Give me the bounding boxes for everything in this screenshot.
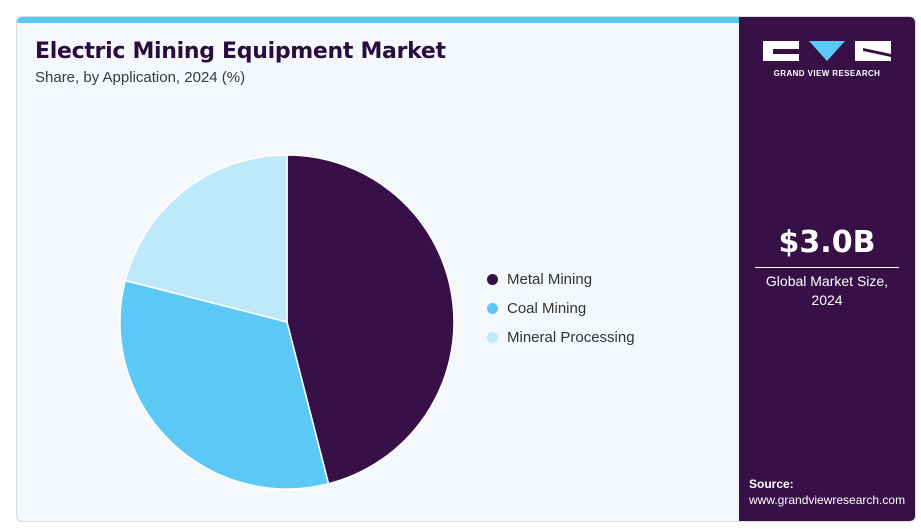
kpi-label: Global Market Size, 2024 bbox=[739, 272, 915, 310]
legend-item-mineral-processing: Mineral Processing bbox=[487, 323, 635, 352]
chart-title: Electric Mining Equipment Market bbox=[35, 39, 446, 64]
legend-label-mineral-processing: Mineral Processing bbox=[507, 329, 635, 346]
gvr-logo-icon bbox=[763, 41, 891, 61]
pie-chart bbox=[119, 154, 455, 490]
kpi-divider bbox=[755, 267, 899, 268]
side-panel: GRAND VIEW RESEARCH $3.0B Global Market … bbox=[739, 17, 915, 521]
legend-item-metal-mining: Metal Mining bbox=[487, 265, 635, 294]
legend-label-coal-mining: Coal Mining bbox=[507, 300, 587, 317]
legend-dot-metal-mining bbox=[487, 274, 498, 285]
source-label: Source: bbox=[749, 477, 794, 491]
accent-bar bbox=[17, 17, 739, 23]
legend-item-coal-mining: Coal Mining bbox=[487, 294, 635, 323]
chart-subtitle: Share, by Application, 2024 (%) bbox=[35, 69, 246, 86]
pie-slice-mineral-processing bbox=[124, 154, 288, 323]
pie-slice-metal-mining bbox=[286, 154, 455, 485]
legend-dot-coal-mining bbox=[487, 303, 498, 314]
kpi-value: $3.0B bbox=[778, 225, 876, 260]
brand-logo-text: GRAND VIEW RESEARCH bbox=[773, 69, 881, 78]
legend-label-metal-mining: Metal Mining bbox=[507, 271, 593, 288]
kpi-label-line2: 2024 bbox=[811, 292, 843, 308]
legend-dot-mineral-processing bbox=[487, 332, 498, 343]
kpi-label-line1: Global Market Size, bbox=[765, 273, 889, 289]
source-url[interactable]: www.grandviewresearch.com bbox=[749, 493, 906, 507]
brand-logo[interactable]: GRAND VIEW RESEARCH bbox=[763, 39, 891, 79]
legend: Metal Mining Coal Mining Mineral Process… bbox=[487, 265, 635, 352]
chart-card: Electric Mining Equipment Market Share, … bbox=[16, 16, 916, 522]
pie-slice-coal-mining bbox=[119, 279, 330, 490]
